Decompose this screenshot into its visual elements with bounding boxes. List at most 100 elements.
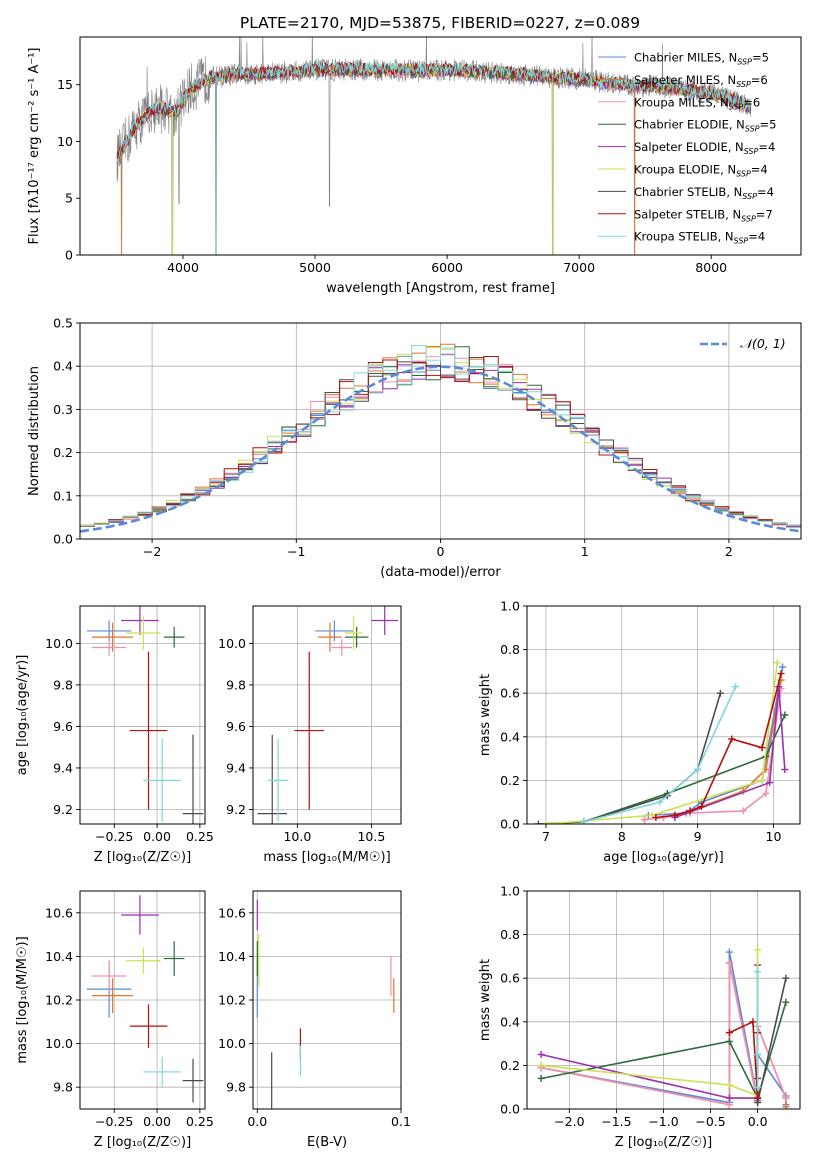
weight-marker: [537, 1061, 545, 1069]
x-tick-label: −1.5: [601, 1114, 631, 1129]
x-tick-label: 0.25: [186, 1114, 214, 1129]
x-tick-label: −0.25: [95, 829, 133, 844]
weight-marker: [782, 1094, 790, 1102]
weight-marker: [758, 776, 766, 784]
weight-marker: [782, 974, 790, 982]
weight-line: [674, 686, 786, 819]
y-tick-label: 0.0: [500, 817, 520, 832]
x-tick-label: 8: [618, 829, 626, 844]
weight-marker: [725, 1094, 733, 1102]
weight-marker: [754, 946, 762, 954]
weight-marker: [537, 1074, 545, 1082]
weight-marker: [773, 659, 781, 667]
y-tick-label: 10.4: [45, 949, 73, 964]
y-tick-label: 1.0: [500, 599, 520, 614]
legend-label: Chabrier ELODIE, NSSP=5: [634, 118, 776, 134]
weight-marker: [656, 798, 664, 806]
weight-marker: [732, 683, 740, 691]
residual-plot: [80, 343, 801, 533]
y-tick-label: 9.6: [226, 719, 246, 734]
x-tick-label: 8000: [695, 260, 727, 275]
spectrum-model-line: [116, 60, 752, 163]
y-axis-label: mass weight: [478, 959, 493, 1041]
x-tick-label: −1.0: [648, 1114, 678, 1129]
y-axis-label: age [log₁₀(age/yr)]: [15, 655, 30, 776]
y-tick-label: 0.8: [500, 927, 520, 942]
x-tick-label: −0.5: [695, 1114, 725, 1129]
weight-marker: [725, 1029, 733, 1037]
weight-line: [540, 1001, 787, 1101]
y-tick-label: 0.0: [53, 532, 73, 547]
normal-curve: [80, 365, 801, 533]
mass-vs-ebv-plot: [256, 899, 395, 1109]
axes-frame: [526, 890, 801, 1110]
x-tick-label: −2: [143, 544, 161, 559]
x-tick-label: 0.0: [247, 1114, 267, 1129]
x-tick-label: 0: [437, 544, 445, 559]
legend-label: Chabrier MILES, NSSP=5: [634, 51, 769, 67]
weight-marker: [716, 689, 724, 697]
axes-age-vs-mass: 10.0 10.5 9.2 9.4 9.6 9.8 10.0 mass [log₁₀(M/M☉…: [218, 605, 402, 865]
y-tick-label: 0: [65, 248, 73, 263]
y-tick-label: 0.6: [500, 686, 520, 701]
y-tick-label: 0.3: [53, 402, 73, 417]
axes-weight-vs-Z: −2.0 −1.5 −1.0 −0.5 0.0 0.0 0.2 0.4 0.6 0.8 1.0 Z […: [478, 884, 801, 1150]
y-tick-label: 10.2: [218, 993, 246, 1008]
x-tick-label: 0.25: [186, 829, 214, 844]
weight-marker: [725, 1037, 733, 1045]
y-tick-label: 0.4: [500, 729, 520, 744]
y-axis-label: mass [log₁₀(M/M☉)]: [15, 936, 30, 1063]
weight-marker: [725, 959, 733, 967]
weight-marker: [641, 816, 649, 824]
weight-marker: [580, 818, 588, 824]
x-tick-label: 0.00: [143, 829, 171, 844]
y-tick-label: 0.0: [500, 1102, 520, 1117]
age-vs-Z-plot: [86, 606, 204, 824]
x-tick-label: 1: [581, 544, 589, 559]
weight-marker: [542, 820, 550, 824]
weight-marker: [782, 1103, 790, 1109]
y-tick-label: 0.1: [53, 488, 73, 503]
x-tick-label: −0.25: [95, 1114, 133, 1129]
x-tick-label: 9: [694, 829, 702, 844]
y-tick-label: 9.8: [226, 1080, 246, 1095]
x-axis-label: (data-model)/error: [380, 565, 501, 580]
x-tick-label: 5000: [299, 260, 331, 275]
x-axis-label: wavelength [Angstrom, rest frame]: [326, 281, 555, 296]
axes-frame: [79, 605, 206, 825]
y-axis-label: mass weight: [478, 674, 493, 756]
y-tick-label: 9.8: [53, 1080, 73, 1095]
weight-marker: [758, 744, 766, 752]
weight-marker: [781, 711, 789, 719]
axes-age-vs-Z: −0.25 0.00 0.25 9.2 9.4 9.6 9.8 10.0 Z [log₁₀(Z/…: [15, 605, 214, 865]
x-tick-label: 0.00: [143, 1114, 171, 1129]
axes-spectrum: 4000 5000 6000 7000 8000 0 5 10 15 wavelength [An…: [27, 36, 802, 296]
legend-label: Salpeter MILES, NSSP=6: [634, 73, 768, 89]
residual-histogram: [80, 343, 801, 527]
weight-marker: [671, 811, 679, 819]
weight-marker: [648, 811, 656, 819]
axes-weight-vs-age: 7 8 9 10 0.0 0.2 0.4 0.6 0.8 1.0 age [log₁₀(age/yr…: [478, 599, 801, 865]
residual-histogram: [80, 345, 801, 527]
weight-line: [756, 978, 787, 1103]
residual-histogram: [80, 356, 801, 527]
x-tick-label: 0.0: [748, 1114, 768, 1129]
y-tick-label: 9.2: [53, 802, 73, 817]
x-axis-label: Z [log₁₀(Z/Z☉)]: [94, 850, 191, 865]
y-tick-label: 9.4: [53, 760, 73, 775]
legend-label: Chabrier STELIB, NSSP=4: [634, 185, 774, 201]
weight-marker: [739, 807, 747, 815]
weight-marker: [749, 1018, 757, 1026]
y-axis-label: Normed distribution: [27, 366, 42, 496]
axes-frame: [526, 605, 801, 825]
y-tick-label: 0.2: [500, 1058, 520, 1073]
mass-vs-Z-plot: [86, 895, 204, 1103]
weight-marker: [725, 1101, 733, 1109]
weight-marker: [754, 1051, 762, 1058]
weight-marker: [782, 998, 790, 1006]
weight-marker: [781, 766, 789, 773]
weight-line: [540, 965, 759, 1099]
legend-label: Kroupa ELODIE, NSSP=4: [634, 163, 768, 179]
